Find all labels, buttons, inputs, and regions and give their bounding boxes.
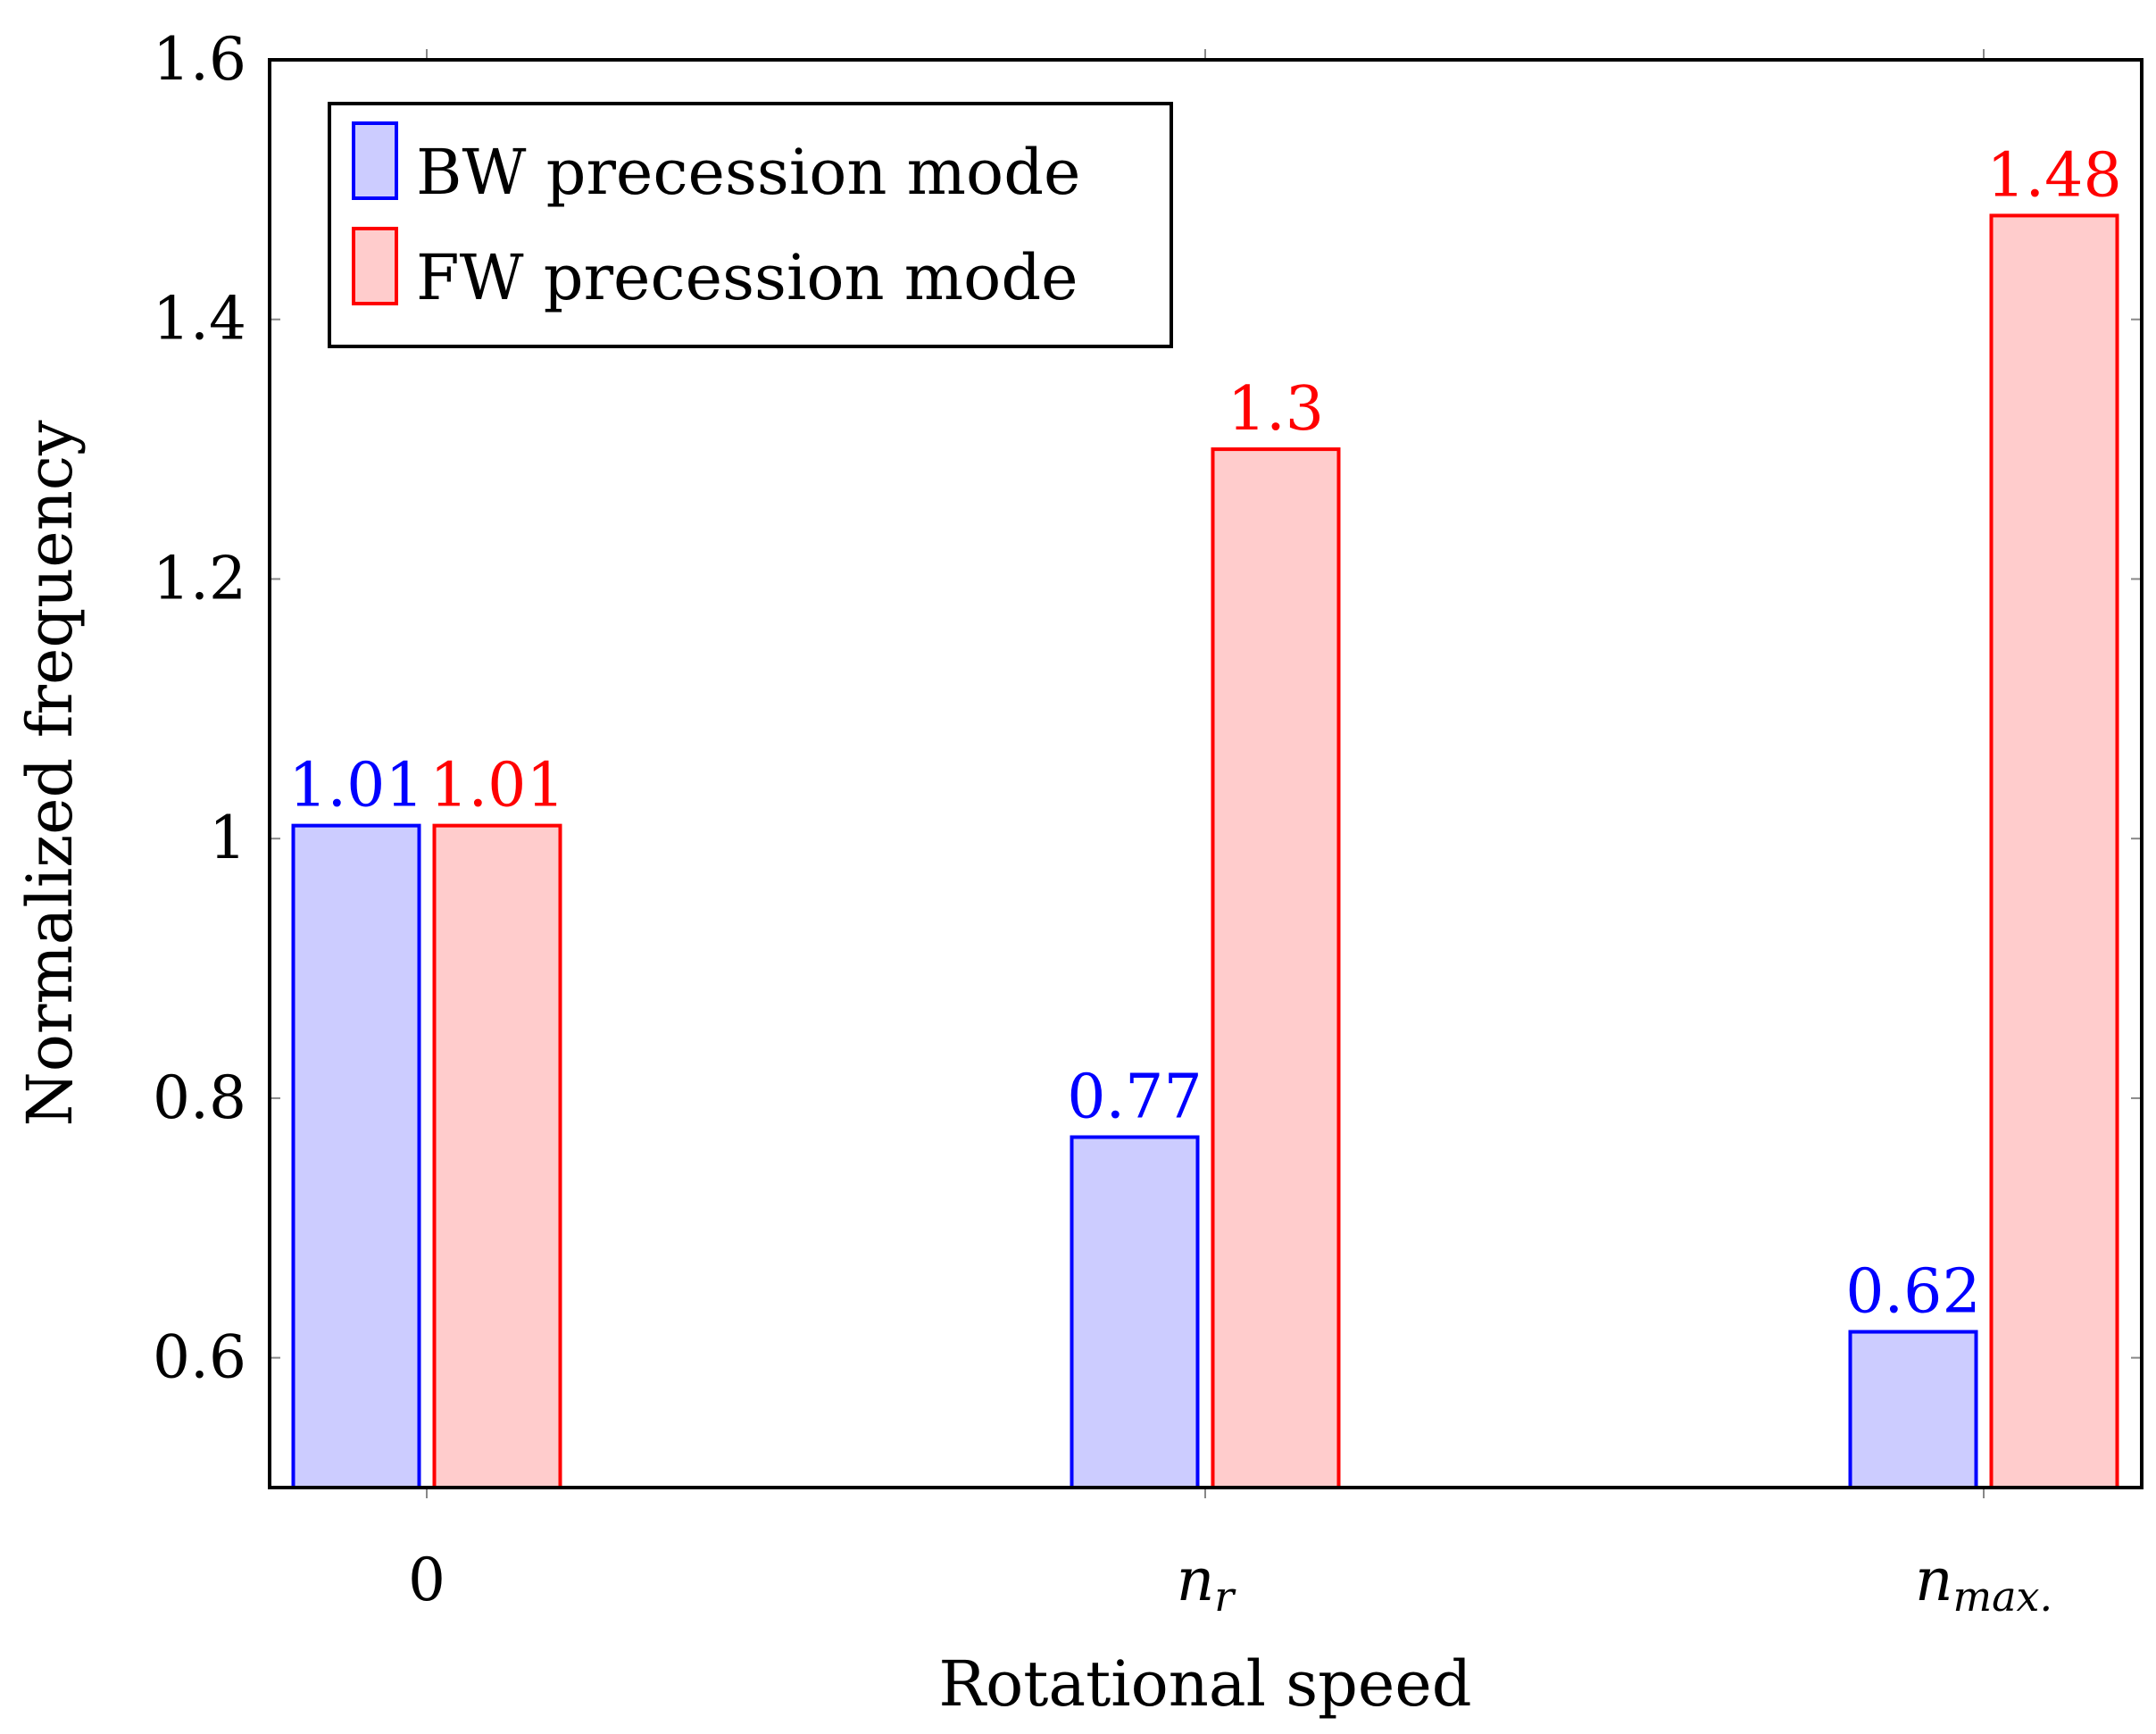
bar-fw <box>432 823 562 1489</box>
y-tick-label: 0.6 <box>153 1323 246 1392</box>
legend-label-fw: FW precession mode <box>416 241 1078 314</box>
legend-swatch-bw <box>352 121 398 200</box>
legend: BW precession mode FW precession mode <box>328 102 1173 348</box>
data-label-bw: 0.62 <box>1845 1257 1980 1328</box>
bar-fw <box>1989 213 2119 1489</box>
x-tick-label: nmax. <box>1915 1546 2052 1621</box>
bar-bw <box>1070 1135 1200 1489</box>
legend-swatch-fw <box>352 227 398 305</box>
y-axis-title: Normalized frequency <box>13 420 87 1127</box>
legend-label-bw: BW precession mode <box>416 136 1080 209</box>
data-label-fw: 1.3 <box>1228 374 1324 445</box>
data-label-fw: 1.01 <box>429 751 564 821</box>
bar-bw <box>1848 1330 1978 1489</box>
y-tick-label: 1.4 <box>153 285 246 354</box>
data-label-bw: 1.01 <box>288 751 423 821</box>
x-tick-label: 0 <box>408 1546 445 1614</box>
data-labels: 1.01 0.77 0.62 1.01 1.3 1.48 <box>288 140 2121 1327</box>
data-label-fw: 1.48 <box>1986 140 2121 211</box>
y-tick-label: 1.2 <box>153 544 246 613</box>
bar-bw <box>291 823 421 1489</box>
bars <box>291 213 2119 1489</box>
legend-box <box>328 102 1173 348</box>
x-axis-title: Rotational speed <box>938 1647 1471 1721</box>
x-tick-label: nr <box>1177 1546 1237 1621</box>
y-tick-label: 1.6 <box>153 25 246 94</box>
y-tick-label: 0.8 <box>153 1063 246 1132</box>
data-label-bw: 0.77 <box>1067 1063 1202 1133</box>
bar-fw <box>1211 447 1341 1489</box>
plot-frame <box>268 58 2144 1489</box>
x-tick-labels: 0 nr nmax. <box>408 1546 2052 1621</box>
y-tick-label: 1 <box>209 804 246 872</box>
y-tick-labels: 0.6 0.8 1 1.2 1.4 1.6 <box>153 25 246 1392</box>
